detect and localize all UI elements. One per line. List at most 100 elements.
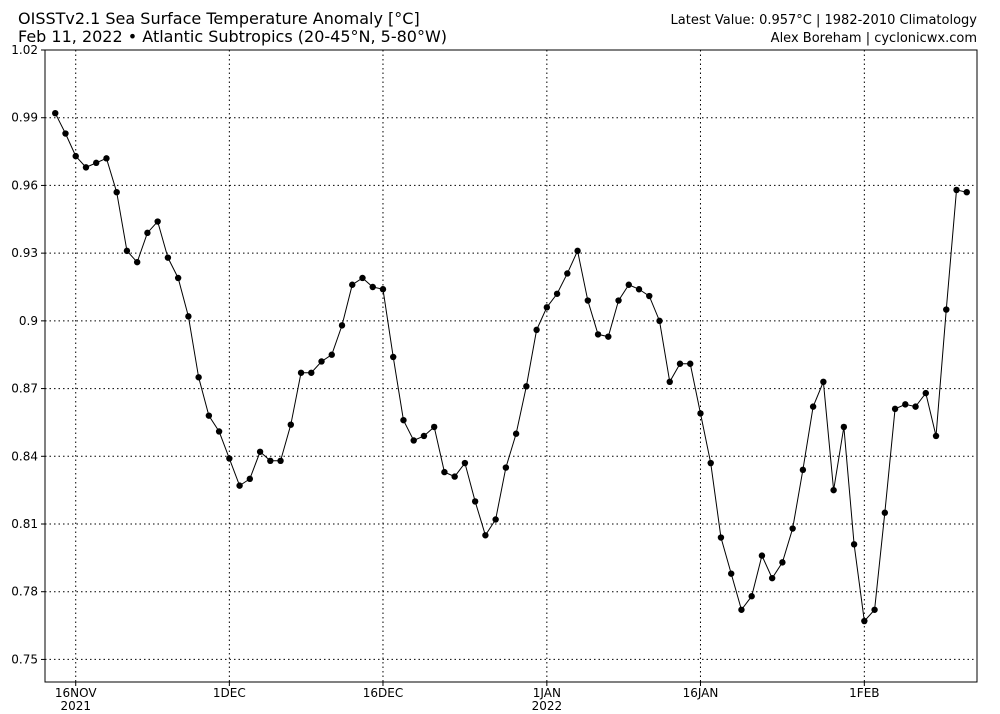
plot-frame [44,49,978,683]
point [236,482,243,489]
point [359,274,366,282]
point [133,258,141,266]
point [912,403,919,410]
point [185,313,192,320]
x-tick-label: 1DEC [213,686,246,700]
point [410,437,417,444]
point [215,428,223,435]
y-tick-label: 0.96 [11,178,38,192]
point [502,464,510,471]
point [267,457,274,464]
point [820,378,827,385]
y-tick-label: 0.93 [11,246,38,260]
point [318,358,325,365]
point [861,617,868,625]
point [390,353,397,361]
point [328,351,335,358]
point [932,432,940,440]
point [584,297,592,304]
point [451,473,458,480]
point [902,401,909,408]
point [840,423,848,431]
point [574,247,581,255]
point [605,333,612,340]
point [144,229,151,237]
x-tick-label: 16JAN [683,686,719,700]
point [943,306,950,313]
point [349,281,356,288]
y-tick-label: 0.87 [11,382,38,396]
point [52,110,59,117]
point [871,606,878,613]
point [113,189,120,196]
point [277,457,284,464]
point [246,475,254,483]
point [963,189,970,196]
point [62,130,69,137]
point [338,322,346,329]
point [195,374,202,381]
annotation: Latest Value: 0.957°C | 1982-2010 Climat… [671,13,978,28]
point [533,326,540,334]
x-tick-year: 2021 [60,699,91,713]
y-tick-label: 0.99 [11,111,38,125]
credit: Alex Boreham | cyclonicwx.com [771,31,977,46]
point [430,423,438,431]
point [226,455,233,462]
point [758,552,766,559]
point [308,369,315,376]
point [461,459,469,467]
point [471,498,479,505]
point [738,606,745,613]
point [164,254,172,261]
point [174,274,182,282]
point [707,459,714,467]
point [676,360,684,367]
point [420,432,428,440]
point [748,593,755,600]
point [492,516,499,523]
y-tick-label: 1.02 [11,43,38,57]
chart-title: OISSTv2.1 Sea Surface Temperature Anomal… [18,9,420,28]
x-tick-year: 2022 [532,699,563,713]
line [54,112,967,623]
point [615,297,622,304]
y-tick-label: 0.78 [11,585,38,599]
chart-subtitle: Feb 11, 2022 • Atlantic Subtropics (20-4… [18,27,447,46]
point [553,290,561,297]
point [93,159,100,167]
point [594,331,602,338]
y-tick-label: 0.84 [11,449,38,463]
point [809,403,817,410]
point [687,360,694,367]
x-tick-label: 1FEB [849,686,879,700]
y-tick-label: 0.75 [11,652,38,666]
point [717,534,725,541]
point [635,286,643,293]
point [666,378,673,385]
point [850,541,858,548]
x-tick-label: 16DEC [363,686,403,700]
y-tick-label: 0.81 [11,517,38,531]
point [881,509,889,516]
point [564,270,571,277]
point [543,304,551,311]
x-tick-label: 1JAN [533,686,561,700]
point [287,421,295,428]
point [441,468,448,476]
point [779,559,786,566]
point [154,218,161,225]
point [891,405,899,413]
point [922,389,929,397]
point [256,448,264,455]
point [625,281,632,288]
point [482,532,489,539]
point [789,525,796,532]
point [512,430,520,437]
point [656,317,663,325]
point [205,412,213,419]
point [646,292,653,300]
point [82,164,90,171]
point [768,574,776,582]
